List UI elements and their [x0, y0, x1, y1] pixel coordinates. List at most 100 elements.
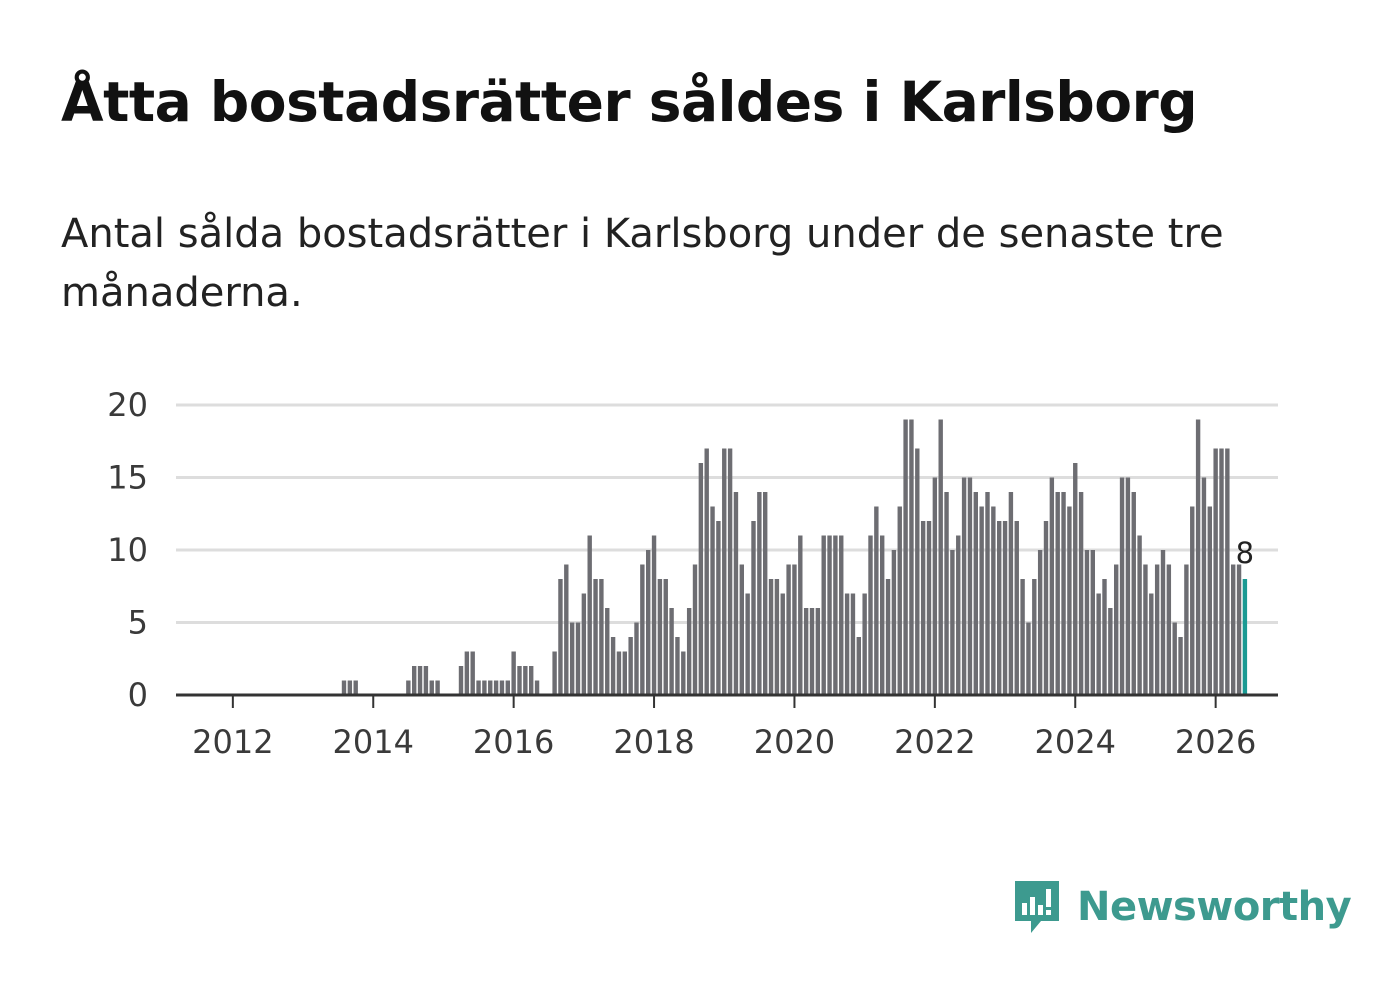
- bar: [973, 492, 978, 695]
- bar: [698, 463, 704, 695]
- bar: [1090, 550, 1095, 695]
- brand-name: Newsworthy: [1077, 884, 1352, 930]
- bar: [745, 593, 750, 695]
- x-tick-label: 2024: [1035, 723, 1116, 761]
- bar: [511, 651, 516, 695]
- bar: [686, 608, 692, 695]
- bar: [616, 651, 622, 695]
- x-tick-label: 2020: [754, 723, 835, 761]
- bar: [581, 593, 587, 695]
- bar: [1020, 579, 1025, 695]
- bar: [780, 593, 785, 695]
- bar: [985, 492, 990, 695]
- y-tick-label: 10: [107, 531, 148, 569]
- x-axis-ticks: [231, 695, 1217, 708]
- bar: [1037, 550, 1043, 695]
- bar: [663, 579, 668, 695]
- bar: [716, 521, 721, 695]
- bar: [628, 637, 633, 695]
- x-tick-label: 2014: [333, 723, 414, 761]
- bar: [493, 680, 499, 695]
- bar: [622, 651, 627, 695]
- bar: [435, 680, 440, 695]
- bar: [1195, 419, 1201, 695]
- bar: [1084, 550, 1090, 695]
- bar: [844, 593, 850, 695]
- bar: [1096, 593, 1101, 695]
- bar: [470, 651, 475, 695]
- bar: [1137, 535, 1142, 695]
- bar: [1225, 448, 1230, 695]
- bar: [722, 448, 727, 695]
- bar: [599, 579, 604, 695]
- bar: [757, 492, 762, 695]
- bar: [1190, 506, 1195, 695]
- bar: [423, 666, 429, 695]
- bar: [1231, 564, 1236, 695]
- bar: [926, 521, 932, 695]
- bar: [997, 521, 1002, 695]
- bar: [1078, 492, 1084, 695]
- y-tick-label: 5: [128, 604, 148, 642]
- bar: [610, 637, 616, 695]
- bar: [476, 680, 481, 695]
- bar: [482, 680, 487, 695]
- bar: [529, 666, 534, 695]
- bar: [704, 448, 709, 695]
- bar: [517, 666, 522, 695]
- bar: [651, 535, 657, 695]
- bar: [1213, 448, 1218, 695]
- bar: [488, 680, 493, 695]
- bar: [499, 680, 505, 695]
- bar: [827, 535, 832, 695]
- bar: [1125, 477, 1131, 695]
- bar: [739, 564, 744, 695]
- y-tick-label: 0: [128, 676, 148, 714]
- bar: [1201, 477, 1207, 695]
- bar: [862, 593, 867, 695]
- bar: [733, 492, 739, 695]
- bar: [640, 564, 645, 695]
- bar: [897, 506, 902, 695]
- bar: [681, 651, 686, 695]
- bar: [1008, 492, 1014, 695]
- bar: [792, 564, 797, 695]
- bar: [850, 593, 856, 695]
- bar: [1166, 564, 1172, 695]
- bar: [1114, 564, 1119, 695]
- bar: [710, 506, 715, 695]
- bar: [1154, 564, 1160, 695]
- bar: [856, 637, 861, 695]
- bar: [406, 680, 411, 695]
- bar: [909, 419, 914, 695]
- bar: [552, 651, 557, 695]
- bar: [429, 680, 434, 695]
- bar: [967, 477, 973, 695]
- bar: [950, 550, 955, 695]
- bar: [1184, 564, 1189, 695]
- bar: [1102, 579, 1107, 695]
- bar: [1178, 637, 1183, 695]
- bar: [353, 680, 358, 695]
- bar: [1002, 521, 1008, 695]
- bar: [1032, 579, 1037, 695]
- bar: [920, 521, 926, 695]
- bar: [634, 622, 639, 695]
- bar: [675, 637, 680, 695]
- bar: [803, 608, 809, 695]
- bar: [464, 651, 470, 695]
- bar-chart: 0 5 10 15 20 8 2012 2014 2016 2018 2020 2022 2024 202…: [107, 386, 1278, 761]
- bar: [809, 608, 815, 695]
- bar: [1061, 492, 1066, 695]
- y-tick-label: 15: [107, 459, 148, 497]
- bar: [593, 579, 598, 695]
- bar: [1026, 622, 1031, 695]
- bar: [798, 535, 803, 695]
- bar: [1043, 521, 1049, 695]
- bar-highlight: [1242, 579, 1248, 695]
- bar: [1143, 564, 1148, 695]
- bar: [815, 608, 821, 695]
- chart-subtitle: Antal sålda bostadsrätter i Karlsborg un…: [61, 211, 1224, 316]
- bar: [412, 666, 417, 695]
- bar: [646, 550, 651, 695]
